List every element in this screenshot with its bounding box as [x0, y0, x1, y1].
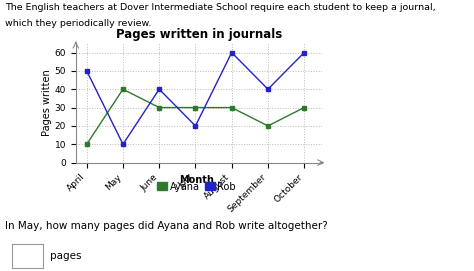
Y-axis label: Pages written: Pages written	[42, 70, 52, 136]
Text: Month: Month	[179, 175, 214, 185]
Title: Pages written in journals: Pages written in journals	[116, 28, 282, 41]
Text: The English teachers at Dover Intermediate School require each student to keep a: The English teachers at Dover Intermedia…	[5, 3, 435, 12]
Text: pages: pages	[50, 251, 81, 261]
Text: which they periodically review.: which they periodically review.	[5, 19, 151, 28]
Legend: Ayana, Rob: Ayana, Rob	[154, 178, 240, 196]
Text: In May, how many pages did Ayana and Rob write altogether?: In May, how many pages did Ayana and Rob…	[5, 221, 328, 231]
